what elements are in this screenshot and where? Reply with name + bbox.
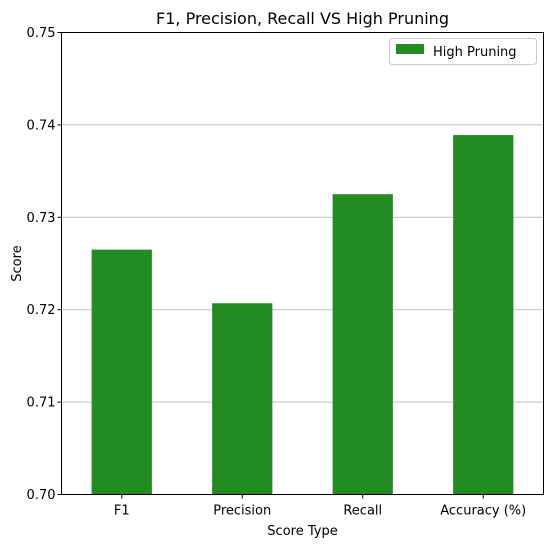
x-axis-ticks: F1 Precision Recall Accuracy (%) <box>114 494 526 519</box>
y-tick-label: 0.73 <box>27 211 56 226</box>
plot-frame <box>61 32 544 495</box>
x-tick-label: Accuracy (%) <box>440 504 526 519</box>
y-tick-label: 0.75 <box>27 26 56 41</box>
y-tick-label: 0.74 <box>27 118 56 133</box>
y-tick-label: 0.70 <box>27 488 56 503</box>
legend-swatch <box>396 44 424 54</box>
legend-label: High Pruning <box>433 45 517 60</box>
bar <box>332 194 393 495</box>
x-tick-label: Recall <box>343 504 382 519</box>
x-tick-label: Precision <box>213 504 271 519</box>
bar <box>453 135 514 495</box>
x-axis-label: Score Type <box>267 524 337 539</box>
x-tick-label: F1 <box>114 504 130 519</box>
y-tick-label: 0.72 <box>27 303 56 318</box>
bar <box>212 303 273 495</box>
legend-frame <box>389 38 537 65</box>
bar <box>91 249 152 495</box>
legend: High Pruning <box>389 38 537 65</box>
bars <box>91 135 514 495</box>
y-axis-ticks: 0.70 0.71 0.72 0.73 0.74 0.75 <box>27 26 62 503</box>
y-axis-label: Score <box>10 245 25 281</box>
chart-title: F1, Precision, Recall VS High Pruning <box>156 9 449 28</box>
y-tick-label: 0.71 <box>27 396 56 411</box>
